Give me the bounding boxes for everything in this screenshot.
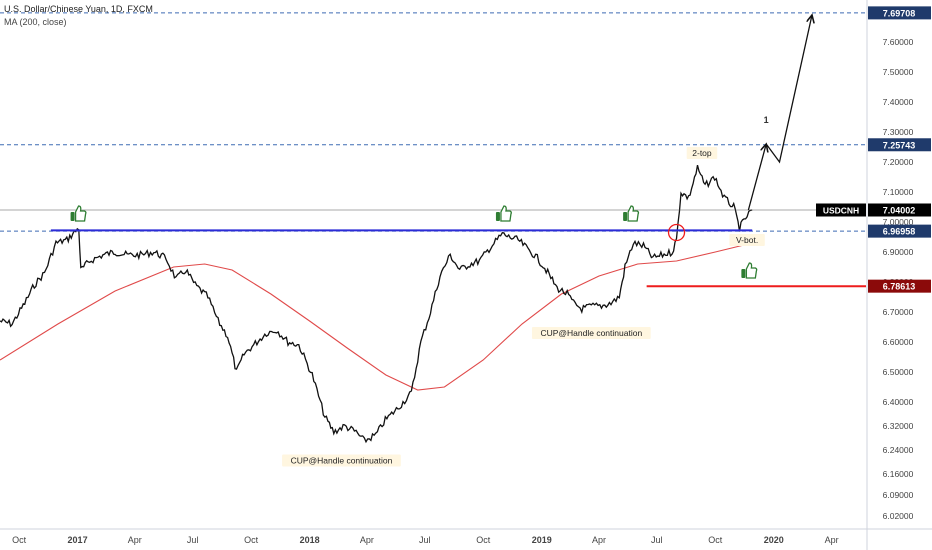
price-tag-stop <box>868 279 931 293</box>
annotation-background <box>729 234 765 246</box>
thumb-hand <box>627 205 640 222</box>
time-tick-label: Jul <box>651 535 663 545</box>
price-tick-label: 7.50000 <box>883 67 914 77</box>
thumb-cuff <box>495 212 500 221</box>
time-tick-label: Oct <box>12 535 27 545</box>
time-tick-label: Apr <box>825 535 839 545</box>
thumbs-up-icon <box>741 262 758 279</box>
price-tag-label: 7.25743 <box>883 140 916 150</box>
price-tick-label: 6.24000 <box>883 445 914 455</box>
thumbs-up-icon <box>495 205 512 222</box>
annotation-label: CUP@Handle continuation <box>540 328 642 338</box>
annotation-background <box>686 147 718 159</box>
time-tick-label: Oct <box>708 535 723 545</box>
annotation-label: V-bot. <box>736 235 758 245</box>
annotation-label: 2-top <box>692 148 712 158</box>
projection-label-2: 2 <box>809 0 814 2</box>
price-tag-target-2 <box>868 6 931 20</box>
time-tick-label: Jul <box>419 535 431 545</box>
symbol-tag-label: USDCNH <box>823 205 859 215</box>
projection-leg-1 <box>747 144 766 211</box>
annotation-background <box>531 327 651 339</box>
time-tick-label: 2018 <box>300 535 320 545</box>
price-tick-label: 7.20000 <box>883 157 914 167</box>
time-tick-label: Apr <box>128 535 142 545</box>
time-tick-label: 2020 <box>764 535 784 545</box>
price-tag-label: 7.69708 <box>883 8 916 18</box>
price-tick-label: 6.09000 <box>883 490 914 500</box>
price-tag-current <box>868 203 931 217</box>
annotation-label: CUP@Handle continuation <box>291 456 393 466</box>
thumb-cuff <box>623 212 628 221</box>
price-tag-support <box>868 224 931 238</box>
thumb-cuff <box>70 212 75 221</box>
time-tick-label: Apr <box>360 535 374 545</box>
projection-leg-2 <box>765 15 812 164</box>
price-layer <box>0 164 753 444</box>
thumb-hand <box>500 205 512 222</box>
thumbs-up-icon <box>70 205 87 222</box>
thumb-hand <box>745 262 758 279</box>
price-tick-label: 6.40000 <box>883 397 914 407</box>
price-tag-target-1 <box>868 138 931 152</box>
chart-symbol-title: U.S. Dollar/Chinese Yuan, 1D, FXCM <box>4 4 153 14</box>
ma-200-line <box>0 242 753 391</box>
breakout-circle <box>667 223 686 242</box>
ma-200-layer <box>0 242 753 391</box>
price-tick-label: 6.02000 <box>883 511 914 521</box>
time-tick-label: Oct <box>244 535 259 545</box>
price-tick-label: 7.60000 <box>883 37 914 47</box>
price-tag-label: 7.04002 <box>883 205 916 215</box>
time-axis[interactable]: Oct 2017 Apr Jul Oct 2018 Apr Jul Oct 2019 Apr Jul O… <box>0 528 932 545</box>
indicator-legend: MA (200, close) <box>4 17 67 27</box>
price-axis[interactable]: 7.60000 7.50000 7.40000 7.30000 7.20000 7.100… <box>816 0 932 550</box>
price-tick-label: 6.70000 <box>883 307 914 317</box>
price-tick-label: 6.60000 <box>883 337 914 347</box>
annotations-layer: 1 2 2-top V-bot. CUP@Handle continuation CUP@… <box>70 0 815 467</box>
time-tick-label: 2017 <box>68 535 88 545</box>
annotation-background <box>282 454 401 467</box>
usdcnh-price-line <box>0 164 753 444</box>
projection-label-1: 1 <box>764 115 769 125</box>
price-tag-label: 6.96958 <box>883 227 916 237</box>
time-tick-label: Oct <box>476 535 491 545</box>
price-tick-label: 6.50000 <box>883 367 914 377</box>
price-tick-label: 7.10000 <box>883 187 914 197</box>
price-tag-label: 6.78613 <box>883 282 916 292</box>
time-tick-label: Apr <box>592 535 606 545</box>
thumbs-up-icon <box>623 205 640 222</box>
time-tick-label: 2019 <box>532 535 552 545</box>
thumb-cuff <box>741 269 746 278</box>
price-tick-label: 6.90000 <box>883 247 914 257</box>
symbol-tag-current <box>816 203 866 217</box>
price-levels-layer <box>0 12 866 288</box>
price-tick-label: 6.16000 <box>883 469 914 479</box>
price-tick-label: 7.00000 <box>883 217 914 227</box>
price-tick-label: 6.32000 <box>883 421 914 431</box>
price-axis-background <box>867 0 932 550</box>
thumb-hand <box>74 205 87 222</box>
time-tick-label: Jul <box>187 535 199 545</box>
price-tick-label: 7.40000 <box>883 97 914 107</box>
price-tick-label: 7.30000 <box>883 127 914 137</box>
